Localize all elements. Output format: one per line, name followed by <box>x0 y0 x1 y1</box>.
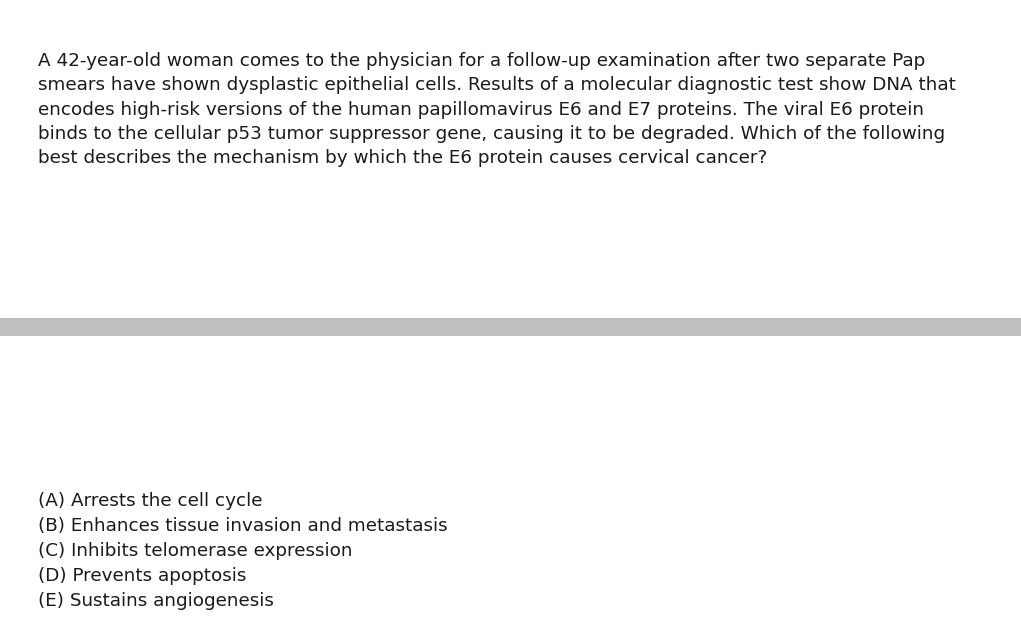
Text: (D) Prevents apoptosis: (D) Prevents apoptosis <box>38 567 246 585</box>
Text: (E) Sustains angiogenesis: (E) Sustains angiogenesis <box>38 592 274 610</box>
Text: (C) Inhibits telomerase expression: (C) Inhibits telomerase expression <box>38 542 352 560</box>
Text: A 42-year-old woman comes to the physician for a follow-up examination after two: A 42-year-old woman comes to the physici… <box>38 52 956 167</box>
Text: (B) Enhances tissue invasion and metastasis: (B) Enhances tissue invasion and metasta… <box>38 517 447 535</box>
Text: (A) Arrests the cell cycle: (A) Arrests the cell cycle <box>38 492 262 510</box>
